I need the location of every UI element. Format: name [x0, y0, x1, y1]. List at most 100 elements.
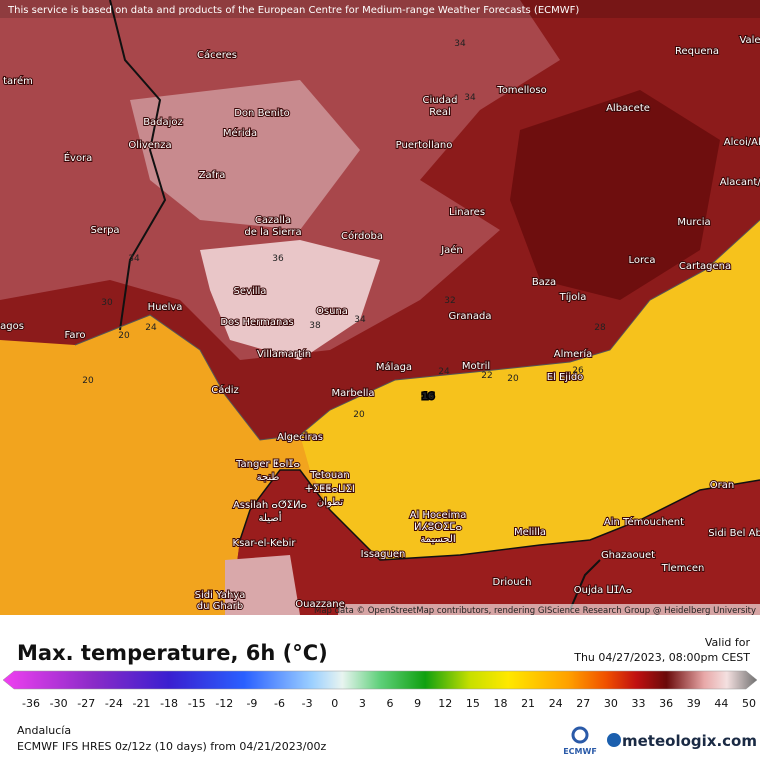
city-label: Oujda ⵡⵊⴷⴰ: [574, 585, 633, 596]
contour-label: 32: [444, 296, 455, 306]
border: [569, 559, 601, 611]
contour-label: 34: [454, 39, 466, 49]
city-label: Oran: [710, 480, 734, 491]
contour-label: 20: [82, 376, 94, 386]
contour-label: 24: [438, 367, 450, 377]
coastline: [239, 469, 760, 561]
colorbar-tick-label: -18: [160, 697, 178, 710]
city-label: Alcoi/Alc: [724, 137, 760, 148]
colorbar-tick-label: 12: [438, 697, 452, 710]
attribution-bar: [0, 0, 760, 18]
contour-label: 16: [422, 392, 435, 402]
city-label: تطوان: [317, 497, 343, 508]
colorbar-tick-label: 0: [331, 697, 338, 710]
ecmwf-logo: ECMWF: [563, 747, 597, 756]
brand-icon[interactable]: [607, 733, 621, 747]
colorbar-tick-label: 39: [687, 697, 701, 710]
colorbar-tick-label: 44: [714, 697, 728, 710]
city-label: Granada: [449, 311, 492, 322]
city-label: Ouazzane: [295, 599, 344, 610]
city-label: Vale: [739, 35, 760, 46]
contour-label: 20: [507, 374, 519, 384]
contour-label: 34: [354, 315, 366, 325]
contour-label: 34: [464, 93, 476, 103]
city-label: Mérida: [223, 127, 257, 139]
colorbar-tick-label: -3: [302, 697, 313, 710]
city-label: Cazalla: [255, 215, 291, 226]
contour-label: 26: [572, 366, 584, 376]
colorbar-tick-label: 6: [387, 697, 394, 710]
model-info: ECMWF IFS HRES 0z/12z (10 days) from 04/…: [17, 740, 327, 753]
colorbar-tick-label: -15: [188, 697, 206, 710]
city-label: Marbella: [331, 388, 374, 399]
valid-label: Valid for: [705, 636, 751, 649]
city-label: Assilah ⴰⵚⵉⵍⴰ: [233, 500, 307, 511]
credit-bar: [338, 604, 760, 615]
city-label: Huelva: [148, 302, 183, 313]
contour-label: 34: [128, 254, 140, 264]
colorbar-tick-label: 36: [659, 697, 673, 710]
city-label: Puertollano: [396, 140, 453, 151]
city-label: Don Benito: [234, 108, 290, 119]
city-label: Cáceres: [197, 49, 237, 61]
city-label: Évora: [64, 151, 93, 164]
hot-area: [200, 240, 380, 360]
border: [109, 0, 167, 331]
city-label: Tomelloso: [496, 85, 546, 96]
brand[interactable]: meteologix.com: [622, 732, 757, 750]
contour-label: 22: [481, 371, 492, 381]
colorbar-tick-label: -36: [22, 697, 40, 710]
city-label: Lorca: [628, 255, 655, 266]
cool-area: [510, 90, 720, 300]
contour-label: 20: [118, 331, 130, 341]
city-label: Algeciras: [277, 432, 323, 443]
colorbar-tick-label: 18: [493, 697, 507, 710]
city-label: Linares: [449, 207, 485, 218]
colorbar-tick-label: 15: [466, 697, 480, 710]
mediterranean-sea: [300, 220, 760, 560]
colorbar-tick-label: 27: [576, 697, 590, 710]
city-label: Faro: [65, 330, 86, 341]
city-label: tarém: [3, 75, 33, 87]
attribution: This service is based on data and produc…: [7, 5, 579, 16]
colorbar-tick-label: -12: [215, 697, 233, 710]
city-label: Olivenza: [128, 140, 171, 151]
ecmwf-icon: [571, 726, 589, 744]
city-label: Badajoz: [143, 117, 183, 128]
contour-label: 28: [594, 323, 606, 333]
legend-title: Max. temperature, 6h (°C): [17, 641, 328, 665]
city-label: Zafra: [199, 170, 226, 181]
city-label: Murcia: [677, 217, 710, 228]
colorbar-tick-label: -6: [274, 697, 285, 710]
city-label: Osuna: [316, 306, 348, 317]
city-label: Requena: [675, 46, 719, 57]
city-label: Tetouan: [309, 470, 349, 481]
city-label: Sidi Bel Ab: [708, 528, 760, 539]
city-label: Cádiz: [211, 384, 239, 396]
coastline: [74, 219, 760, 441]
city-label: Real: [429, 107, 451, 118]
city-label: Tanger ⵟⴰⵏⵊⴰ: [235, 459, 300, 470]
city-label: Motril: [462, 361, 490, 372]
hot-area: [225, 555, 300, 615]
city-label: Cartagena: [679, 261, 731, 272]
region: Andalucía: [17, 724, 71, 737]
city-label: Córdoba: [341, 230, 383, 242]
city-label: Serpa: [90, 225, 119, 236]
city-label: Ksar-el-Kebir: [233, 538, 297, 549]
city-label: أصيلة: [259, 511, 282, 524]
city-label: Ciudad: [423, 95, 458, 106]
valid-time: Thu 04/27/2023, 08:00pm CEST: [573, 651, 750, 664]
city-label: Sevilla: [234, 286, 267, 297]
city-label: El Ejido: [547, 372, 584, 383]
city-label: Villamartín: [257, 348, 311, 360]
city-label: Jaén: [440, 244, 463, 256]
colorbar: [2, 670, 758, 690]
city-label: Málaga: [376, 361, 412, 373]
colorbar-tick-label: -30: [50, 697, 68, 710]
contour-label: 24: [145, 323, 157, 333]
colorbar-tick-label: -21: [132, 697, 150, 710]
city-label: Tíjola: [559, 291, 587, 303]
